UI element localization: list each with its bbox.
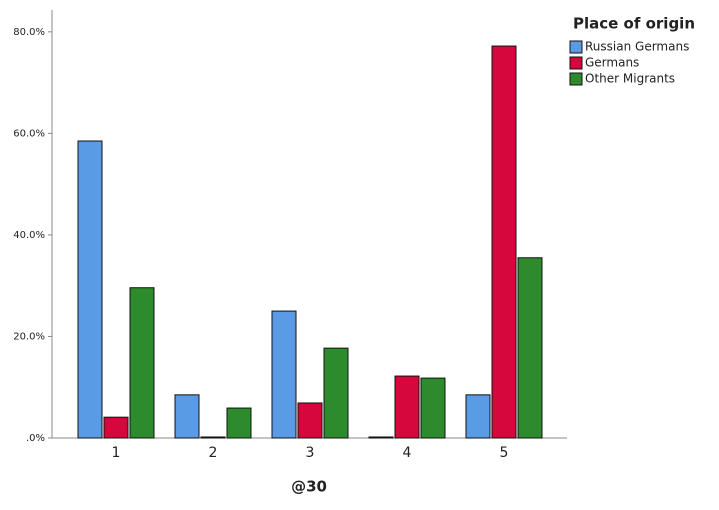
bar: [420, 377, 446, 439]
y-tick-label: .0%: [26, 433, 45, 444]
bar: [323, 347, 349, 439]
y-tick-label: 80.0%: [13, 27, 45, 38]
legend-swatch: [569, 72, 583, 86]
bar: [200, 436, 226, 439]
y-tick-label: 60.0%: [13, 128, 45, 139]
bar: [491, 45, 517, 439]
x-tick-label: 4: [403, 445, 412, 461]
bar: [368, 436, 394, 439]
legend-label: Other Migrants: [585, 72, 675, 86]
x-axis-label: @30: [291, 478, 327, 496]
bar: [226, 407, 252, 439]
bar: [394, 375, 420, 439]
bar: [297, 402, 323, 439]
legend-swatch: [569, 40, 583, 54]
y-tick-label: 40.0%: [13, 230, 45, 241]
x-tick-label: 3: [306, 445, 315, 461]
legend-label: Germans: [585, 56, 639, 70]
legend-title: Place of origin: [573, 15, 695, 33]
x-tick-label: 5: [500, 445, 509, 461]
bar: [103, 416, 129, 439]
bar: [129, 287, 155, 439]
x-tick-label: 2: [209, 445, 218, 461]
x-tick-label: 1: [112, 445, 121, 461]
bar: [517, 257, 543, 439]
bar: [77, 140, 103, 439]
y-tick-label: 20.0%: [13, 331, 45, 342]
bar: [174, 394, 200, 439]
bar: [271, 310, 297, 439]
bar: [465, 394, 491, 439]
legend-label: Russian Germans: [585, 40, 689, 54]
legend-swatch: [569, 56, 583, 70]
